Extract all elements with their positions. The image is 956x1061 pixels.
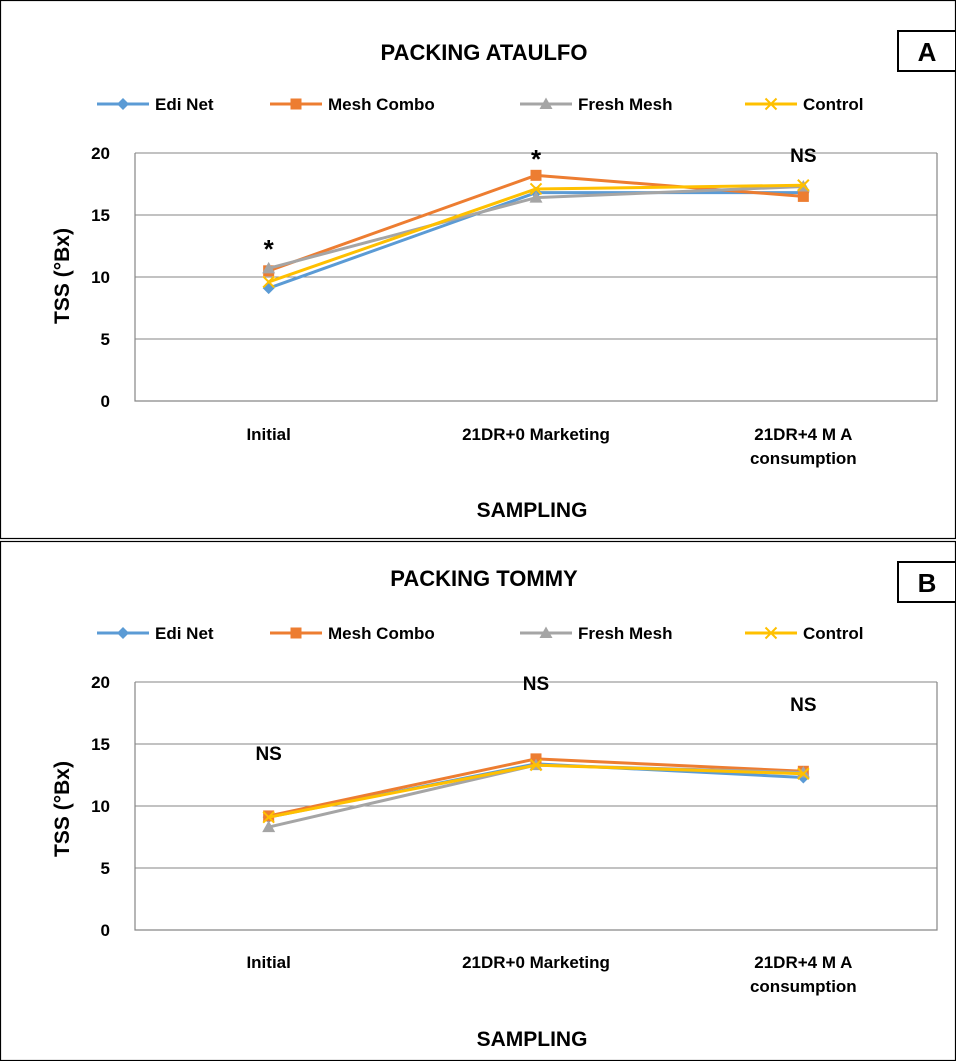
panel-b-label-box: [897, 561, 956, 603]
legend-label: Edi Net: [155, 624, 214, 643]
legend-swatch-marker: [539, 626, 553, 638]
legend-label: Control: [803, 624, 863, 643]
panel-b-title: PACKING TOMMY: [390, 566, 578, 591]
x-tick-label: 21DR+4 M A: [754, 953, 852, 972]
significance-annotation: NS: [790, 146, 816, 167]
data-point: [530, 169, 542, 181]
series-control: [262, 179, 810, 289]
data-point: [262, 261, 276, 274]
panel-b-y-axis-title: TSS (°Bx): [51, 761, 74, 857]
legend-item: Mesh Combo: [270, 624, 435, 643]
x-tick-label: 21DR+4 M A: [754, 425, 852, 444]
panel-b-legend: Edi Net Mesh Combo Fresh Mesh Control: [97, 624, 863, 643]
panel-a-frame: [0, 0, 956, 540]
legend-swatch-marker: [764, 97, 778, 111]
panel-b-letter: B: [918, 568, 937, 598]
panel-b-gridlines: [134, 681, 938, 931]
panel-b-y-ticks: 0 5 10 15 20: [91, 673, 110, 940]
significance-annotation: *: [264, 234, 275, 264]
panel-b-x-ticks: Initial 21DR+0 Marketing 21DR+4 M A consump…: [246, 953, 856, 996]
legend-item: Fresh Mesh: [520, 95, 672, 114]
series-control: [262, 758, 810, 824]
panel-a-legend: Edi Net Mesh Combo Fresh Mesh Control: [97, 95, 863, 114]
significance-annotation: NS: [255, 744, 281, 765]
panel-a: PACKING ATAULFO A Edi Net Mesh Combo Fresh…: [0, 0, 956, 540]
data-point: [529, 191, 543, 203]
x-tick-label: consumption: [750, 449, 857, 468]
data-point: [797, 767, 810, 780]
y-tick-label: 15: [91, 206, 110, 225]
panel-a-series: [262, 169, 810, 295]
legend-label: Edi Net: [155, 95, 214, 114]
panel-a-x-axis-title: SAMPLING: [477, 499, 588, 522]
legend-swatch-marker: [117, 627, 129, 639]
legend-swatch-marker: [539, 97, 553, 109]
x-tick-label: Initial: [246, 953, 290, 972]
legend-label: Mesh Combo: [328, 95, 435, 114]
y-tick-label: 15: [91, 735, 110, 754]
y-tick-label: 10: [91, 797, 110, 816]
panel-b-series: [262, 753, 810, 833]
data-point: [529, 758, 543, 772]
y-tick-label: 20: [91, 144, 110, 163]
panel-b: PACKING TOMMY B Edi Net Mesh Combo Fresh M…: [0, 540, 956, 1061]
panel-b-x-axis-title: SAMPLING: [477, 1028, 588, 1051]
x-tick-label: 21DR+0 Marketing: [462, 425, 610, 444]
panel-a-y-ticks: 0 5 10 15 20: [91, 144, 110, 411]
x-tick-label: 21DR+0 Marketing: [462, 953, 610, 972]
y-tick-label: 5: [101, 330, 110, 349]
y-tick-label: 5: [101, 859, 110, 878]
legend-item: Control: [745, 95, 863, 114]
panel-a-label-box: [897, 30, 956, 72]
data-point: [262, 820, 276, 833]
y-tick-label: 10: [91, 268, 110, 287]
panel-a-y-axis-title: TSS (°Bx): [51, 228, 74, 324]
significance-annotation: NS: [790, 695, 816, 716]
legend-label: Control: [803, 95, 863, 114]
significance-annotation: NS: [523, 674, 549, 695]
panel-a-letter: A: [918, 37, 937, 67]
plot-area-border: [134, 153, 938, 402]
panel-a-annotations: * * NS: [264, 144, 817, 264]
legend-item: Edi Net: [97, 624, 214, 643]
legend-label: Mesh Combo: [328, 624, 435, 643]
legend-swatch-marker: [117, 98, 129, 110]
panel-a-x-ticks: Initial 21DR+0 Marketing 21DR+4 M A consump…: [246, 425, 856, 468]
data-point: [262, 810, 275, 824]
x-tick-label: consumption: [750, 977, 857, 996]
panel-a-gridlines: [134, 152, 938, 402]
y-tick-label: 0: [101, 921, 110, 940]
legend-item: Mesh Combo: [270, 95, 435, 114]
legend-item: Control: [745, 624, 863, 643]
data-point: [797, 179, 810, 192]
panel-b-annotations: NS NS NS: [255, 674, 816, 765]
legend-swatch-marker: [290, 627, 302, 639]
x-tick-label: Initial: [246, 425, 290, 444]
legend-swatch-marker: [290, 98, 302, 110]
data-point: [262, 275, 275, 289]
legend-swatch-marker: [764, 626, 778, 640]
significance-annotation: *: [531, 144, 542, 174]
data-point: [529, 182, 543, 196]
y-tick-label: 20: [91, 673, 110, 692]
panel-b-frame: [0, 540, 956, 1061]
plot-area-border: [134, 682, 938, 931]
legend-label: Fresh Mesh: [578, 624, 672, 643]
legend-item: Fresh Mesh: [520, 624, 672, 643]
legend-item: Edi Net: [97, 95, 214, 114]
panel-a-title: PACKING ATAULFO: [381, 40, 588, 65]
y-tick-label: 0: [101, 392, 110, 411]
data-point: [797, 190, 809, 202]
legend-label: Fresh Mesh: [578, 95, 672, 114]
